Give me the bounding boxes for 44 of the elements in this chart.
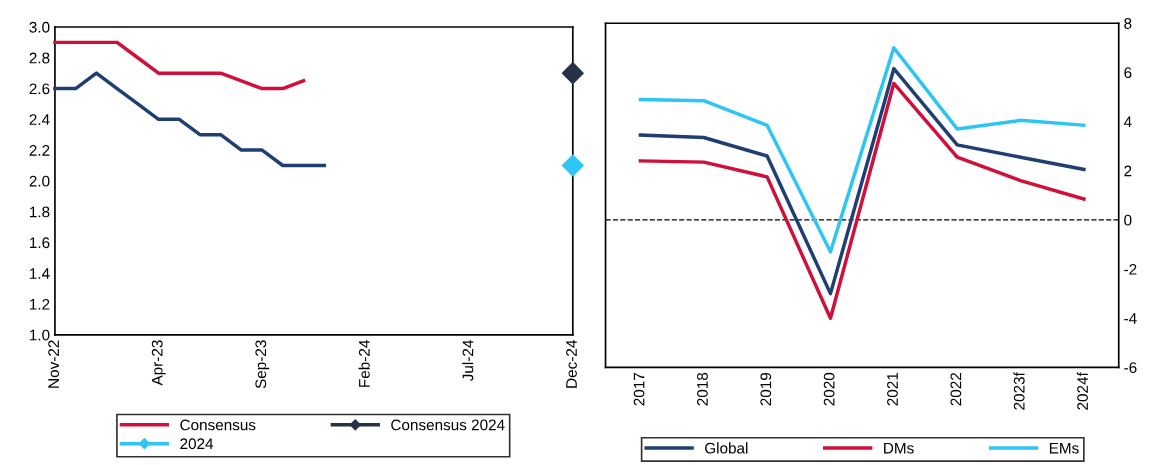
x-tick-label: 2024f (1076, 372, 1088, 410)
y-tick-label: 0 (1124, 214, 1132, 226)
y-tick-label: -2 (1124, 263, 1137, 275)
y-tick-label: 1.2 (30, 298, 50, 310)
x-tick-label: 2023f (1013, 372, 1025, 410)
y-tick-label: 2.0 (29, 175, 50, 187)
y-tick-label: 2.4 (29, 114, 50, 125)
x-tick-label: 2017 (633, 372, 645, 406)
y-tick-label: -6 (1124, 362, 1137, 374)
y-tick-label: 4 (1123, 116, 1132, 128)
legend-label: DMs (884, 442, 914, 454)
legend-label: 2024 (180, 438, 214, 450)
y-tick-label: -4 (1124, 313, 1137, 324)
x-tick-label: 2021 (887, 372, 898, 406)
line-series (638, 46, 1086, 254)
y-tick-label: 3.0 (29, 21, 50, 33)
y-tick-label: 1.8 (30, 206, 50, 218)
legend-label: EMs (1049, 442, 1079, 454)
y-tick-label: 2.2 (29, 144, 50, 156)
x-tick-label: 2019 (760, 372, 772, 406)
legend-label: Global (705, 442, 748, 454)
y-tick-label: 2 (1124, 165, 1132, 177)
y-tick-label: 1.6 (30, 237, 50, 249)
x-tick-label: Jul-24 (462, 340, 474, 382)
legend-label: Consensus (180, 419, 256, 431)
line-series (53, 71, 326, 168)
y-tick-label: 2.8 (29, 52, 50, 64)
y-tick-label: 8 (1124, 18, 1132, 29)
x-tick-label: Sep-23 (255, 340, 270, 389)
legend-label: Consensus 2024 (391, 419, 505, 431)
y-tick-label: 1.0 (30, 329, 50, 341)
x-tick-label: 2018 (697, 372, 708, 406)
y-tick-label: 6 (1124, 67, 1132, 79)
x-tick-label: 2022 (950, 372, 962, 406)
y-tick-label: 2.6 (29, 83, 50, 95)
y-tick-label: 1.4 (30, 268, 50, 279)
x-tick-label: 2020 (823, 372, 835, 406)
x-tick-label: Feb-24 (358, 340, 370, 387)
x-tick-label: Nov-22 (48, 340, 60, 388)
line-series (638, 81, 1086, 320)
line-series (638, 66, 1086, 296)
x-tick-label: Apr-23 (151, 340, 166, 386)
line-series (53, 40, 306, 91)
x-tick-label: Dec-24 (566, 340, 577, 388)
